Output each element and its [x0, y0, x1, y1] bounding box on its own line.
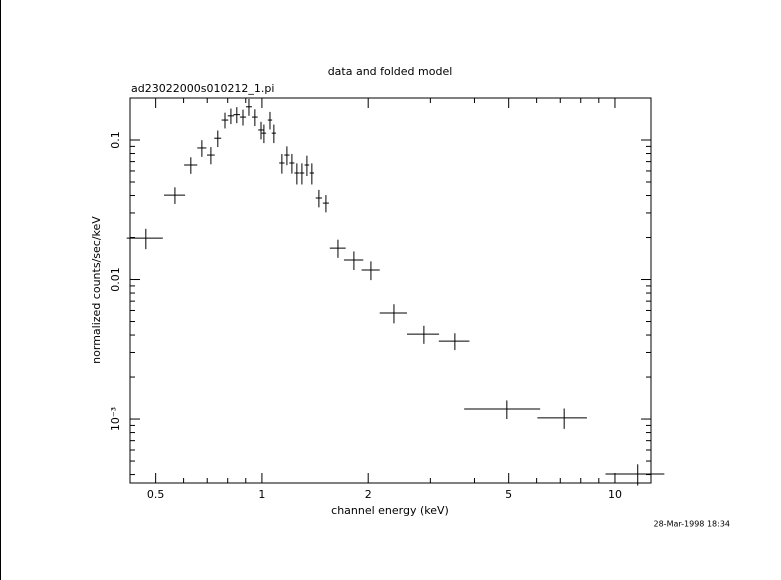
x-tick-label: 1: [258, 488, 265, 501]
y-tick-label: 10⁻³: [109, 407, 122, 431]
y-axis-label: normalized counts/sec/keV: [90, 216, 103, 364]
y-tick-label: 0.1: [109, 131, 122, 149]
x-tick-label: 5: [505, 488, 512, 501]
x-tick-label: 10: [608, 488, 622, 501]
x-tick-label: 0.5: [147, 488, 165, 501]
timestamp: 28-Mar-1998 18:34: [654, 520, 731, 529]
x-axis-label: channel energy (keV): [331, 504, 449, 517]
chart-subtitle: ad23022000s010212_1.pi: [131, 82, 274, 95]
plot-frame: [129, 97, 652, 484]
chart-title: data and folded model: [328, 65, 453, 78]
y-tick-label: 0.01: [109, 267, 122, 292]
x-tick-label: 2: [365, 488, 372, 501]
